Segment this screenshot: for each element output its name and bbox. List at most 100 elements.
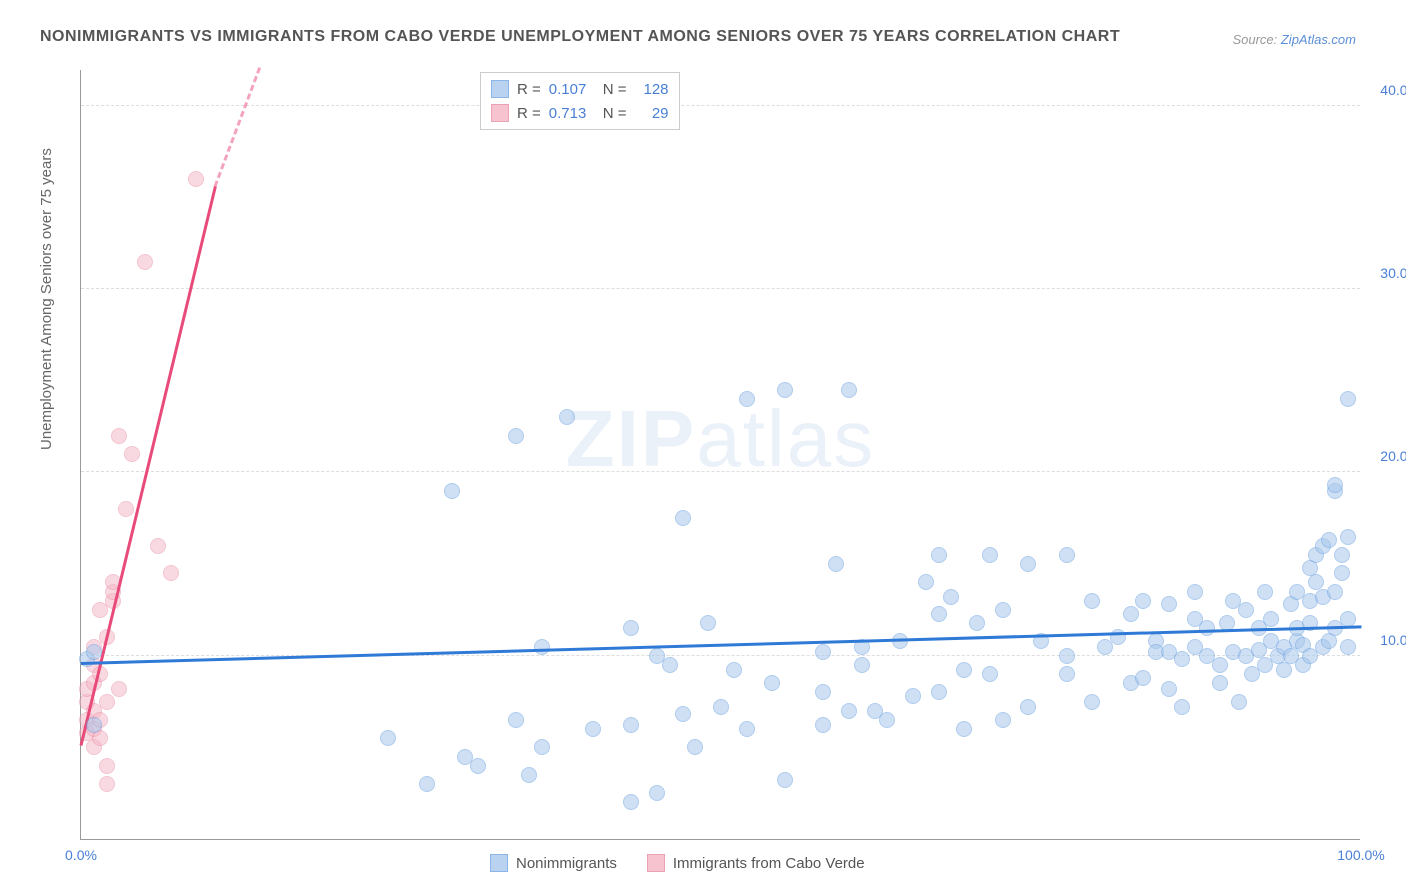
blue-point xyxy=(995,712,1011,728)
blue-point xyxy=(1263,611,1279,627)
blue-point xyxy=(1174,699,1190,715)
blue-point xyxy=(1161,681,1177,697)
chart-title: NONIMMIGRANTS VS IMMIGRANTS FROM CABO VE… xyxy=(40,28,1120,46)
pink-point xyxy=(163,565,179,581)
legend-n-label: N = xyxy=(603,105,627,122)
legend-swatch xyxy=(491,104,509,122)
legend-r-label: R = xyxy=(517,81,541,98)
source-label: Source: xyxy=(1232,32,1280,47)
y-tick-label: 20.0% xyxy=(1370,448,1406,464)
blue-point xyxy=(956,662,972,678)
pink-point xyxy=(150,538,166,554)
legend-item: Nonimmigrants xyxy=(490,854,617,872)
blue-point xyxy=(1321,532,1337,548)
legend-swatch xyxy=(647,854,665,872)
pink-point xyxy=(99,694,115,710)
blue-point xyxy=(1187,584,1203,600)
blue-point xyxy=(982,666,998,682)
blue-point xyxy=(815,644,831,660)
pink-point xyxy=(137,254,153,270)
plot-area: ZIPatlas 10.0%20.0%30.0%40.0%0.0%100.0% xyxy=(80,70,1360,840)
blue-point xyxy=(623,794,639,810)
legend-r-value: 0.713 xyxy=(549,105,595,122)
blue-point xyxy=(1231,694,1247,710)
blue-point xyxy=(918,574,934,590)
pink-point xyxy=(99,758,115,774)
blue-point xyxy=(444,483,460,499)
pink-point xyxy=(124,446,140,462)
blue-point xyxy=(508,712,524,728)
blue-point xyxy=(1340,639,1356,655)
blue-point xyxy=(1174,651,1190,667)
pink-point xyxy=(118,501,134,517)
blue-point xyxy=(380,730,396,746)
blue-point xyxy=(931,547,947,563)
legend-n-label: N = xyxy=(603,81,627,98)
source-attribution: Source: ZipAtlas.com xyxy=(1232,32,1356,47)
blue-point xyxy=(854,657,870,673)
blue-point xyxy=(931,606,947,622)
blue-point xyxy=(700,615,716,631)
blue-point xyxy=(1308,574,1324,590)
blue-point xyxy=(982,547,998,563)
blue-point xyxy=(419,776,435,792)
blue-point xyxy=(1340,529,1356,545)
blue-point xyxy=(534,639,550,655)
blue-point xyxy=(1327,477,1343,493)
x-tick-label: 0.0% xyxy=(65,847,97,863)
y-tick-label: 40.0% xyxy=(1370,82,1406,98)
pink-point xyxy=(111,428,127,444)
y-tick-label: 10.0% xyxy=(1370,632,1406,648)
blue-point xyxy=(1334,565,1350,581)
blue-point xyxy=(1135,593,1151,609)
blue-point xyxy=(995,602,1011,618)
blue-point xyxy=(508,428,524,444)
blue-point xyxy=(841,382,857,398)
blue-point xyxy=(1212,675,1228,691)
y-axis-label: Unemployment Among Seniors over 75 years xyxy=(38,148,55,450)
blue-point xyxy=(675,706,691,722)
blue-point xyxy=(649,785,665,801)
x-tick-label: 100.0% xyxy=(1337,847,1384,863)
correlation-legend: R =0.107N =128R =0.713N =29 xyxy=(480,72,680,130)
legend-series-label: Nonimmigrants xyxy=(516,855,617,872)
gridline xyxy=(81,105,1360,106)
blue-point xyxy=(1020,699,1036,715)
blue-point xyxy=(1334,547,1350,563)
blue-point xyxy=(1123,606,1139,622)
blue-point xyxy=(1059,547,1075,563)
blue-point xyxy=(1340,391,1356,407)
blue-point xyxy=(1257,584,1273,600)
blue-point xyxy=(1059,648,1075,664)
blue-point xyxy=(828,556,844,572)
pink-point xyxy=(111,681,127,697)
blue-point xyxy=(943,589,959,605)
gridline xyxy=(81,288,1360,289)
legend-r-label: R = xyxy=(517,105,541,122)
legend-n-value: 29 xyxy=(635,105,669,122)
legend-swatch xyxy=(490,854,508,872)
blue-point xyxy=(470,758,486,774)
blue-point xyxy=(86,644,102,660)
blue-point xyxy=(841,703,857,719)
blue-point xyxy=(1020,556,1036,572)
blue-point xyxy=(1238,602,1254,618)
blue-point xyxy=(1084,694,1100,710)
blue-point xyxy=(687,739,703,755)
legend-series-label: Immigrants from Cabo Verde xyxy=(673,855,865,872)
correlation-chart: NONIMMIGRANTS VS IMMIGRANTS FROM CABO VE… xyxy=(20,20,1386,872)
blue-point xyxy=(1327,584,1343,600)
legend-row: R =0.107N =128 xyxy=(491,77,669,101)
blue-point xyxy=(623,620,639,636)
blue-point xyxy=(559,409,575,425)
blue-point xyxy=(815,684,831,700)
blue-point xyxy=(815,717,831,733)
legend-r-value: 0.107 xyxy=(549,81,595,98)
source-link[interactable]: ZipAtlas.com xyxy=(1281,32,1356,47)
blue-point xyxy=(879,712,895,728)
legend-item: Immigrants from Cabo Verde xyxy=(647,854,865,872)
series-legend: Nonimmigrants Immigrants from Cabo Verde xyxy=(490,854,865,872)
blue-point xyxy=(534,739,550,755)
blue-point xyxy=(713,699,729,715)
legend-swatch xyxy=(491,80,509,98)
